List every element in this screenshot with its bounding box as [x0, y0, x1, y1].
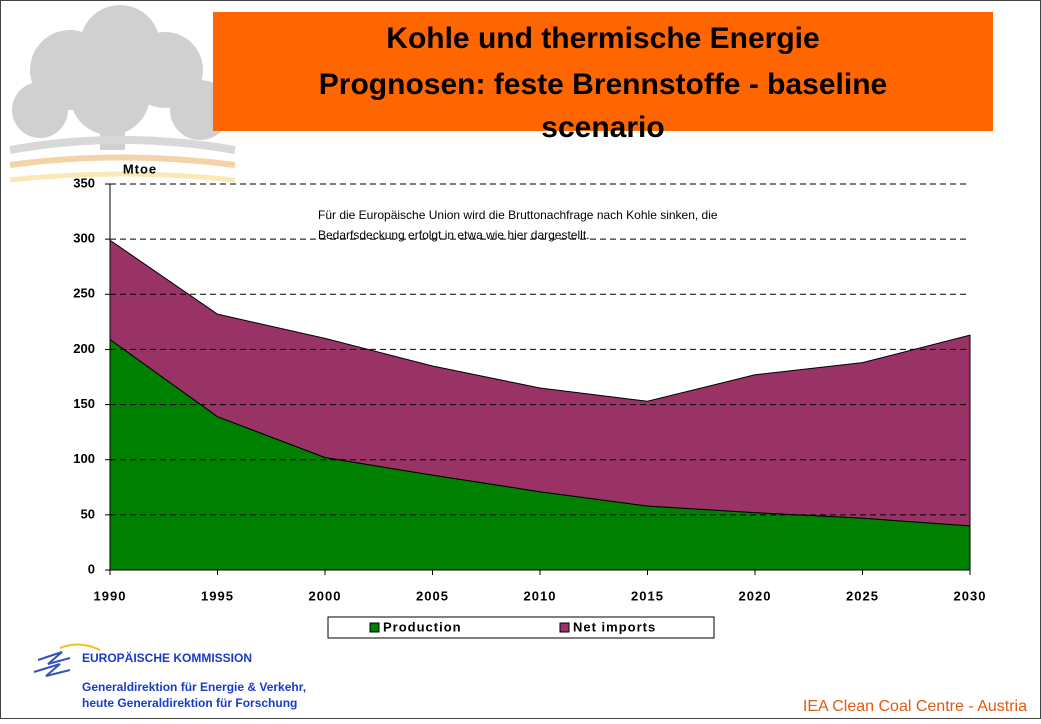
ec-logo — [33, 643, 101, 677]
title-line: Kohle und thermische Energie — [386, 22, 819, 55]
x-tick-label: 2005 — [416, 588, 449, 603]
annotation: Für die Europäische Union wird die Brutt… — [318, 208, 718, 222]
x-tick-label: 2015 — [631, 588, 664, 603]
x-tick-label: 1990 — [94, 588, 127, 603]
plot: 0 50 100 150 200 250 300 350 1990 1995 2000 2005 201… — [73, 175, 987, 603]
legend-label: Production — [383, 619, 462, 634]
x-tick-label: 2025 — [846, 588, 879, 603]
legend-swatch — [559, 622, 570, 633]
y-tick-label: 300 — [73, 231, 95, 246]
title-box — [213, 12, 993, 131]
y-tick-label: 250 — [73, 286, 95, 301]
x-tick-label: 1995 — [201, 588, 234, 603]
y-tick-label: 100 — [73, 451, 95, 466]
y-tick-label: 200 — [73, 341, 95, 356]
area — [109, 239, 971, 527]
y-axis-label: Mtoe — [123, 161, 157, 176]
annotation: Bedarfsdeckung erfolgt in etwa wie hier … — [318, 228, 589, 242]
footer-dept: Generaldirektion für Energie & Verkehr, — [82, 680, 306, 694]
footer-org: EUROPÄISCHE KOMMISSION — [82, 650, 252, 665]
legend-box — [327, 616, 715, 639]
x-tick-label: 2020 — [739, 588, 772, 603]
y-tick-label: 150 — [73, 396, 95, 411]
title-line: scenario — [541, 111, 664, 144]
y-tick-label: 50 — [81, 506, 95, 521]
y-tick-label: 350 — [73, 175, 95, 190]
x-tick-label: 2010 — [524, 588, 557, 603]
legend: Production Net imports — [369, 619, 656, 634]
footer-dept: heute Generaldirektion für Forschung — [82, 696, 297, 710]
x-tick-label: 2030 — [954, 588, 987, 603]
legend-label: Net imports — [573, 619, 656, 634]
footer-credit: IEA Clean Coal Centre - Austria — [803, 698, 1027, 715]
title-line: Prognosen: feste Brennstoffe - baseline — [319, 68, 887, 101]
legend-swatch — [369, 622, 380, 633]
y-tick-label: 0 — [88, 561, 95, 576]
x-tick-label: 2000 — [309, 588, 342, 603]
